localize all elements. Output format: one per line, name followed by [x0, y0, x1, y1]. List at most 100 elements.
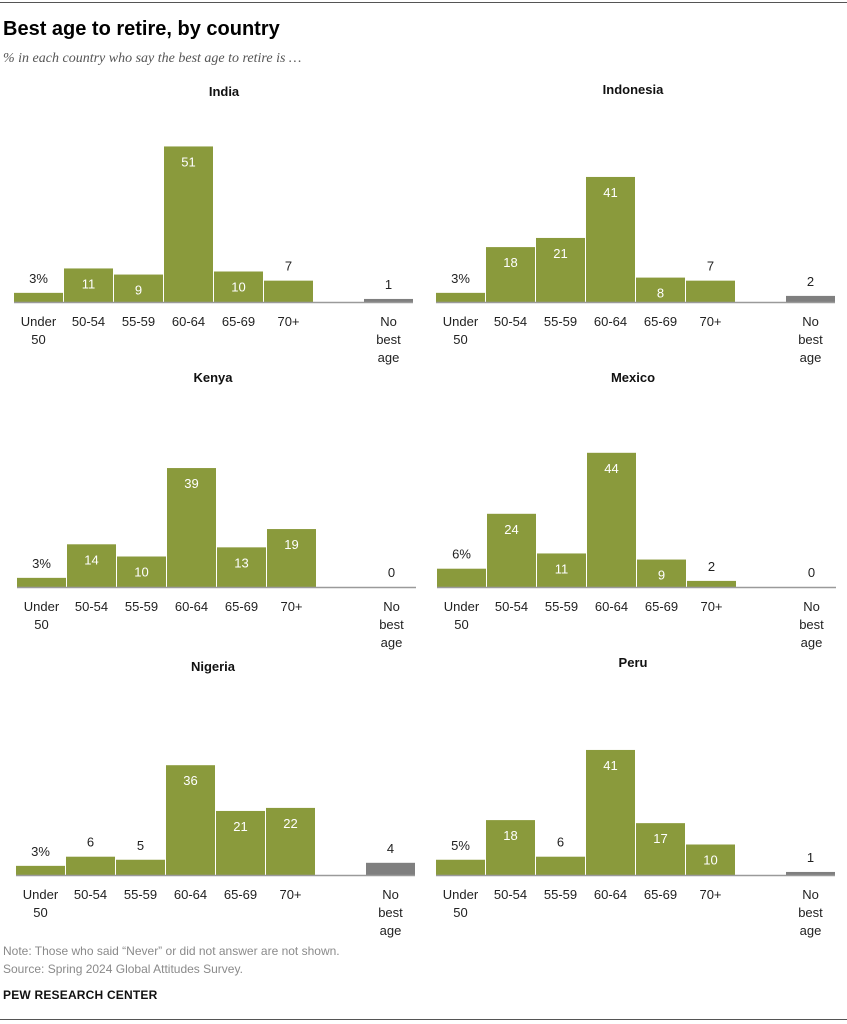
- bar-60-64: [586, 749, 635, 875]
- bar-under-50: [17, 577, 66, 587]
- bar-50-54: [487, 513, 536, 587]
- bar-no-best-age: [786, 295, 835, 302]
- value-label: 6: [557, 835, 564, 850]
- value-label: 6: [87, 835, 94, 850]
- country-panel-india: India 3% Under 50 11 50-54 9 55-59 51 60-64 10 65-6…: [14, 84, 413, 365]
- bar-under-50: [437, 568, 486, 587]
- bar-50-54: [67, 544, 116, 587]
- category-label-line: No: [383, 599, 400, 614]
- value-label: 10: [703, 853, 717, 868]
- category-label-line: age: [800, 350, 822, 365]
- category-label-70: 70+: [277, 314, 299, 329]
- category-label-line: 65-69: [224, 887, 257, 902]
- value-label: 24: [504, 522, 518, 537]
- country-panel-kenya: Kenya 3% Under 50 14 50-54 10 55-59 39 60-64 13 65-…: [17, 370, 416, 650]
- bar-under-50: [16, 865, 65, 875]
- category-label-line: 60-64: [175, 599, 208, 614]
- panel-title: Mexico: [611, 370, 655, 385]
- value-label: 36: [183, 773, 197, 788]
- category-label-line: Under: [21, 314, 57, 329]
- bar-no-best-age: [366, 862, 415, 875]
- category-label-70: 70+: [280, 599, 302, 614]
- category-label-60-64: 60-64: [594, 314, 627, 329]
- category-label-line: 55-59: [125, 599, 158, 614]
- category-label-line: age: [378, 350, 400, 365]
- category-label-line: 50: [453, 332, 467, 347]
- category-label-line: 70+: [699, 887, 721, 902]
- category-label-line: Under: [23, 887, 59, 902]
- bar-65-69: [214, 271, 263, 302]
- bar-65-69: [636, 277, 685, 302]
- category-label-line: 60-64: [172, 314, 205, 329]
- bar-under-50: [436, 292, 485, 302]
- value-label: 6%: [452, 547, 471, 562]
- category-label-line: 65-69: [225, 599, 258, 614]
- bar-50-54: [486, 820, 535, 875]
- category-label-under-50: Under 50: [24, 599, 60, 632]
- category-label-under-50: Under 50: [443, 314, 479, 347]
- category-label-50-54: 50-54: [72, 314, 105, 329]
- category-label-line: 65-69: [644, 887, 677, 902]
- brand-label: PEW RESEARCH CENTER: [3, 988, 158, 1002]
- bar-no-best-age: [786, 871, 835, 875]
- value-label: 39: [184, 476, 198, 491]
- value-label: 2: [708, 559, 715, 574]
- value-label: 0: [808, 565, 815, 580]
- category-label-line: 70+: [700, 599, 722, 614]
- category-label-60-64: 60-64: [175, 599, 208, 614]
- chart-subtitle: % in each country who say the best age t…: [3, 51, 302, 66]
- category-label-no-best-age: No best age: [798, 314, 823, 365]
- value-label: 21: [553, 246, 567, 261]
- category-label-line: No: [380, 314, 397, 329]
- value-label: 44: [604, 461, 618, 476]
- category-label-line: age: [801, 635, 823, 650]
- category-label-line: age: [381, 635, 403, 650]
- category-label-50-54: 50-54: [495, 599, 528, 614]
- value-label: 19: [284, 537, 298, 552]
- category-label-under-50: Under 50: [443, 887, 479, 920]
- category-label-line: 55-59: [544, 887, 577, 902]
- bar-65-69: [636, 823, 685, 875]
- value-label: 0: [388, 565, 395, 580]
- bar-70: [687, 580, 736, 587]
- category-label-65-69: 65-69: [222, 314, 255, 329]
- value-label: 11: [82, 276, 96, 291]
- category-label-55-59: 55-59: [545, 599, 578, 614]
- top-rule: [0, 2, 847, 3]
- category-label-line: 60-64: [595, 599, 628, 614]
- category-label-line: 50-54: [75, 599, 108, 614]
- value-label: 22: [283, 816, 297, 831]
- bar-55-59: [536, 237, 585, 302]
- value-label: 51: [181, 154, 195, 169]
- category-label-line: 65-69: [645, 599, 678, 614]
- category-label-no-best-age: No best age: [376, 314, 401, 365]
- value-label: 8: [657, 286, 664, 301]
- country-panel-mexico: Mexico 6% Under 50 24 50-54 11 55-59 44 60-64 9 65-…: [437, 370, 836, 650]
- value-label: 41: [603, 758, 617, 773]
- value-label: 21: [233, 819, 247, 834]
- bar-under-50: [14, 292, 63, 302]
- category-label-line: 50-54: [495, 599, 528, 614]
- value-label: 3%: [31, 844, 50, 859]
- value-label: 11: [555, 561, 569, 576]
- category-label-line: Under: [443, 314, 479, 329]
- category-label-no-best-age: No best age: [378, 887, 403, 938]
- value-label: 1: [385, 277, 392, 292]
- country-panel-peru: Peru 5% Under 50 18 50-54 6 55-59 41 60-64 17 65-69…: [436, 655, 835, 938]
- category-label-line: 50: [453, 905, 467, 920]
- category-label-line: 50-54: [494, 887, 527, 902]
- bar-55-59: [117, 556, 166, 587]
- category-label-65-69: 65-69: [644, 887, 677, 902]
- value-label: 3%: [29, 271, 48, 286]
- category-label-line: best: [799, 617, 824, 632]
- category-label-line: age: [800, 923, 822, 938]
- category-label-55-59: 55-59: [125, 599, 158, 614]
- bar-65-69: [216, 810, 265, 875]
- bar-no-best-age: [364, 298, 413, 302]
- value-label: 3%: [451, 271, 470, 286]
- category-label-line: 60-64: [594, 314, 627, 329]
- category-label-50-54: 50-54: [75, 599, 108, 614]
- category-label-line: 70+: [279, 887, 301, 902]
- category-label-line: 50: [33, 905, 47, 920]
- note-text: Note: Those who said “Never” or did not …: [3, 944, 340, 958]
